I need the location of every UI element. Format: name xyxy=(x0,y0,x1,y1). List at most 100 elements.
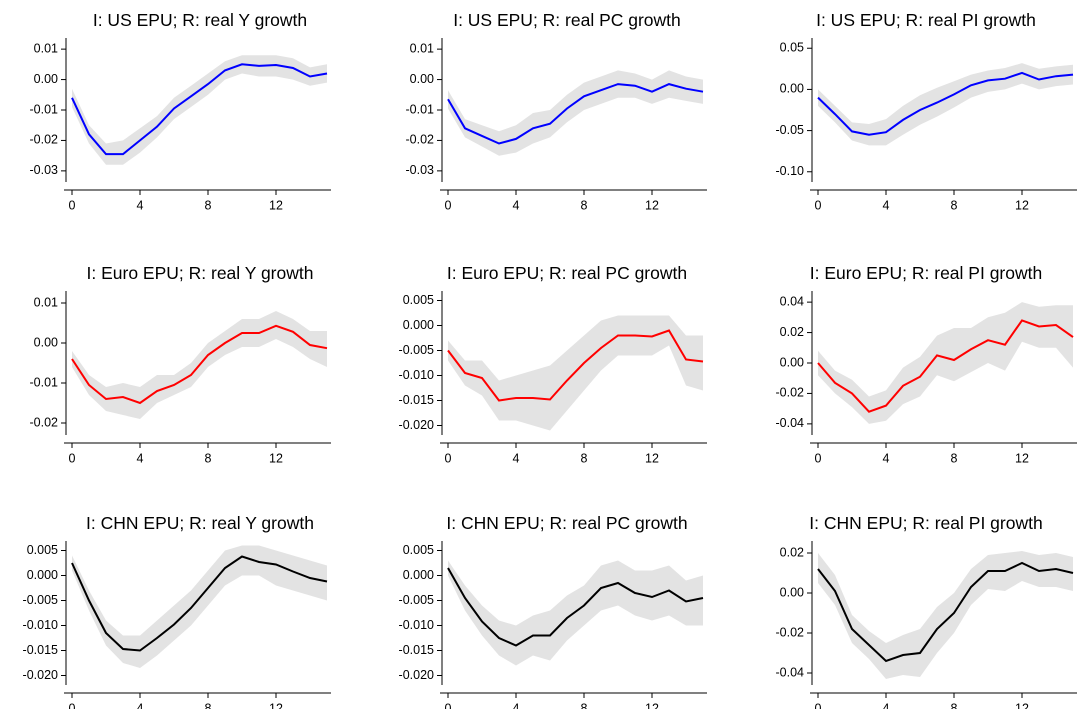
confidence-band xyxy=(72,55,327,165)
y-tick-label: 0.00 xyxy=(34,335,58,349)
y-tick-label: -0.005 xyxy=(399,343,434,357)
y-tick-label: -0.010 xyxy=(399,618,434,632)
x-tick-label: 12 xyxy=(269,701,283,709)
y-tick-label: -0.02 xyxy=(776,625,805,639)
y-tick-label: -0.015 xyxy=(399,643,434,657)
chart-title: I: US EPU; R: real PC growth xyxy=(453,10,681,30)
x-tick-label: 12 xyxy=(269,451,283,465)
x-tick-label: 12 xyxy=(1015,701,1029,709)
x-tick-label: 0 xyxy=(815,701,822,709)
y-tick-label: 0.04 xyxy=(780,294,804,308)
confidence-band xyxy=(818,63,1073,146)
y-tick-label: -0.01 xyxy=(406,102,435,116)
y-tick-label: 0.000 xyxy=(403,318,434,332)
x-tick-label: 12 xyxy=(269,198,283,212)
x-tick-label: 8 xyxy=(581,198,588,212)
confidence-band xyxy=(448,560,703,666)
chart-title: I: US EPU; R: real Y growth xyxy=(93,10,307,30)
y-tick-label: -0.04 xyxy=(776,665,805,679)
x-tick-label: 8 xyxy=(205,198,212,212)
y-tick-label: -0.03 xyxy=(406,163,435,177)
y-tick-label: 0.00 xyxy=(410,72,434,86)
y-tick-label: 0.00 xyxy=(780,585,804,599)
x-tick-label: 8 xyxy=(205,451,212,465)
response-line xyxy=(447,83,704,145)
x-tick-label: 8 xyxy=(581,701,588,709)
x-tick-label: 8 xyxy=(205,701,212,709)
x-tick-label: 12 xyxy=(645,701,659,709)
y-tick-label: 0.00 xyxy=(780,355,804,369)
x-tick-label: 8 xyxy=(951,451,958,465)
y-tick-label: -0.10 xyxy=(776,164,805,178)
y-tick-label: 0.01 xyxy=(34,41,58,55)
x-tick-label: 4 xyxy=(137,198,144,212)
x-tick-label: 4 xyxy=(137,451,144,465)
response-line xyxy=(817,319,1074,413)
confidence-band xyxy=(818,551,1073,679)
confidence-band xyxy=(448,70,703,156)
y-tick-label: 0.02 xyxy=(780,325,804,339)
confidence-band xyxy=(72,545,327,668)
response-line xyxy=(447,329,704,402)
y-tick-label: -0.04 xyxy=(776,416,805,430)
x-tick-label: 4 xyxy=(883,451,890,465)
x-tick-label: 0 xyxy=(815,451,822,465)
response-line xyxy=(817,71,1074,136)
y-tick-label: -0.015 xyxy=(399,393,434,407)
confidence-band xyxy=(818,302,1073,424)
y-tick-label: 0.02 xyxy=(780,545,804,559)
x-tick-label: 8 xyxy=(581,451,588,465)
y-tick-label: 0.005 xyxy=(403,293,434,307)
x-tick-label: 0 xyxy=(815,198,822,212)
x-tick-label: 12 xyxy=(1015,198,1029,212)
y-tick-label: -0.010 xyxy=(23,618,58,632)
y-tick-label: 0.00 xyxy=(34,72,58,86)
response-line xyxy=(71,63,328,156)
y-tick-label: -0.005 xyxy=(23,593,58,607)
x-tick-label: 0 xyxy=(69,198,76,212)
x-tick-label: 0 xyxy=(445,451,452,465)
y-tick-label: -0.02 xyxy=(406,133,435,147)
chart-title: I: CHN EPU; R: real Y growth xyxy=(86,513,314,533)
y-tick-label: 0.005 xyxy=(403,543,434,557)
y-tick-label: -0.02 xyxy=(30,133,59,147)
y-tick-label: -0.01 xyxy=(30,375,59,389)
response-line xyxy=(447,567,704,647)
x-tick-label: 0 xyxy=(445,701,452,709)
y-tick-label: -0.02 xyxy=(776,386,805,400)
x-tick-label: 0 xyxy=(445,198,452,212)
y-tick-label: -0.020 xyxy=(23,668,58,682)
y-tick-label: 0.01 xyxy=(34,295,58,309)
chart-title: I: Euro EPU; R: real PI growth xyxy=(810,263,1042,283)
y-tick-label: -0.010 xyxy=(399,368,434,382)
x-tick-label: 12 xyxy=(645,198,659,212)
x-tick-label: 0 xyxy=(69,701,76,709)
x-tick-label: 4 xyxy=(883,701,890,709)
x-tick-label: 4 xyxy=(513,451,520,465)
chart-title: I: CHN EPU; R: real PC growth xyxy=(446,513,687,533)
chart-title: I: CHN EPU; R: real PI growth xyxy=(809,513,1042,533)
y-tick-label: -0.03 xyxy=(30,163,59,177)
x-tick-label: 4 xyxy=(137,701,144,709)
x-tick-label: 4 xyxy=(513,701,520,709)
x-tick-label: 12 xyxy=(645,451,659,465)
chart-title: I: Euro EPU; R: real Y growth xyxy=(87,263,314,283)
x-tick-label: 12 xyxy=(1015,451,1029,465)
y-tick-label: -0.005 xyxy=(399,593,434,607)
chart-title: I: US EPU; R: real PI growth xyxy=(816,10,1036,30)
y-tick-label: 0.005 xyxy=(27,543,58,557)
y-tick-label: -0.020 xyxy=(399,418,434,432)
y-tick-label: 0.00 xyxy=(780,82,804,96)
x-tick-label: 4 xyxy=(883,198,890,212)
x-tick-label: 8 xyxy=(951,198,958,212)
y-tick-label: -0.01 xyxy=(30,102,59,116)
response-line xyxy=(817,561,1074,663)
y-tick-label: -0.02 xyxy=(30,415,59,429)
y-tick-label: -0.020 xyxy=(399,668,434,682)
y-tick-label: 0.000 xyxy=(403,568,434,582)
response-line xyxy=(71,555,328,652)
y-tick-label: -0.05 xyxy=(776,123,805,137)
y-tick-label: 0.000 xyxy=(27,568,58,582)
y-tick-label: 0.01 xyxy=(410,41,434,55)
